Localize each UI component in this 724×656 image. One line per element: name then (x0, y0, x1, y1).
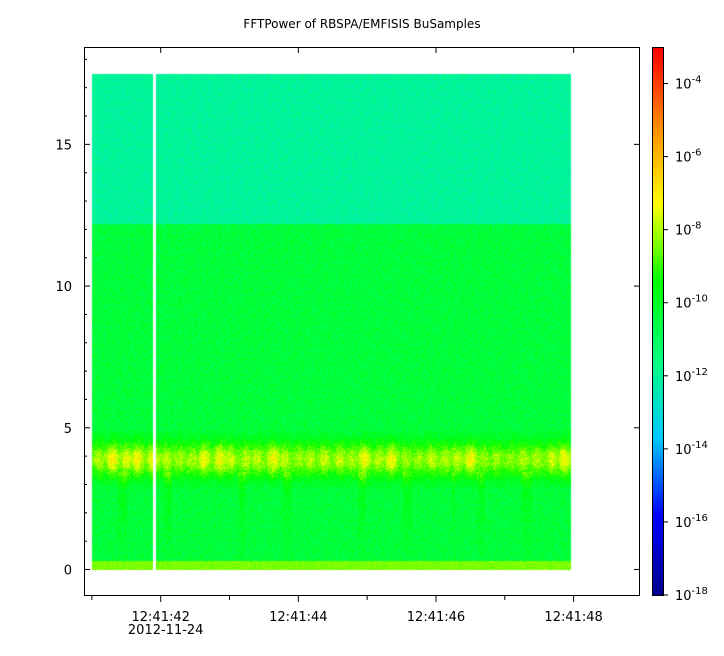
colorbar-tick-label: 10-8 (675, 221, 702, 239)
x-tick-label: 12:41:42 (132, 610, 190, 625)
spectrogram-image (85, 48, 639, 595)
colorbar-tick-label: 10-4 (675, 75, 702, 93)
y-tick-label: 10 (55, 280, 72, 295)
colorbar (652, 47, 664, 596)
colorbar-tick-label: 10-10 (675, 294, 708, 312)
colorbar-tick-label: 10-12 (675, 367, 708, 385)
chart-title: FFTPower of RBSPA/EMFISIS BuSamples (243, 17, 481, 31)
colorbar-tick-label: 10-6 (675, 148, 702, 166)
y-tick-label: 0 (64, 563, 72, 578)
x-tick-label: 12:41:48 (544, 610, 602, 625)
y-tick-label: 5 (64, 422, 72, 437)
colorbar-tick-label: 10-16 (675, 513, 708, 531)
x-date-label: 2012-11-24 (128, 623, 204, 638)
y-tick-label: 15 (55, 138, 72, 153)
x-tick-label: 12:41:44 (269, 610, 327, 625)
colorbar-tick-label: 10-18 (675, 586, 708, 604)
x-tick-label: 12:41:46 (407, 610, 465, 625)
colorbar-tick-label: 10-14 (675, 440, 708, 458)
